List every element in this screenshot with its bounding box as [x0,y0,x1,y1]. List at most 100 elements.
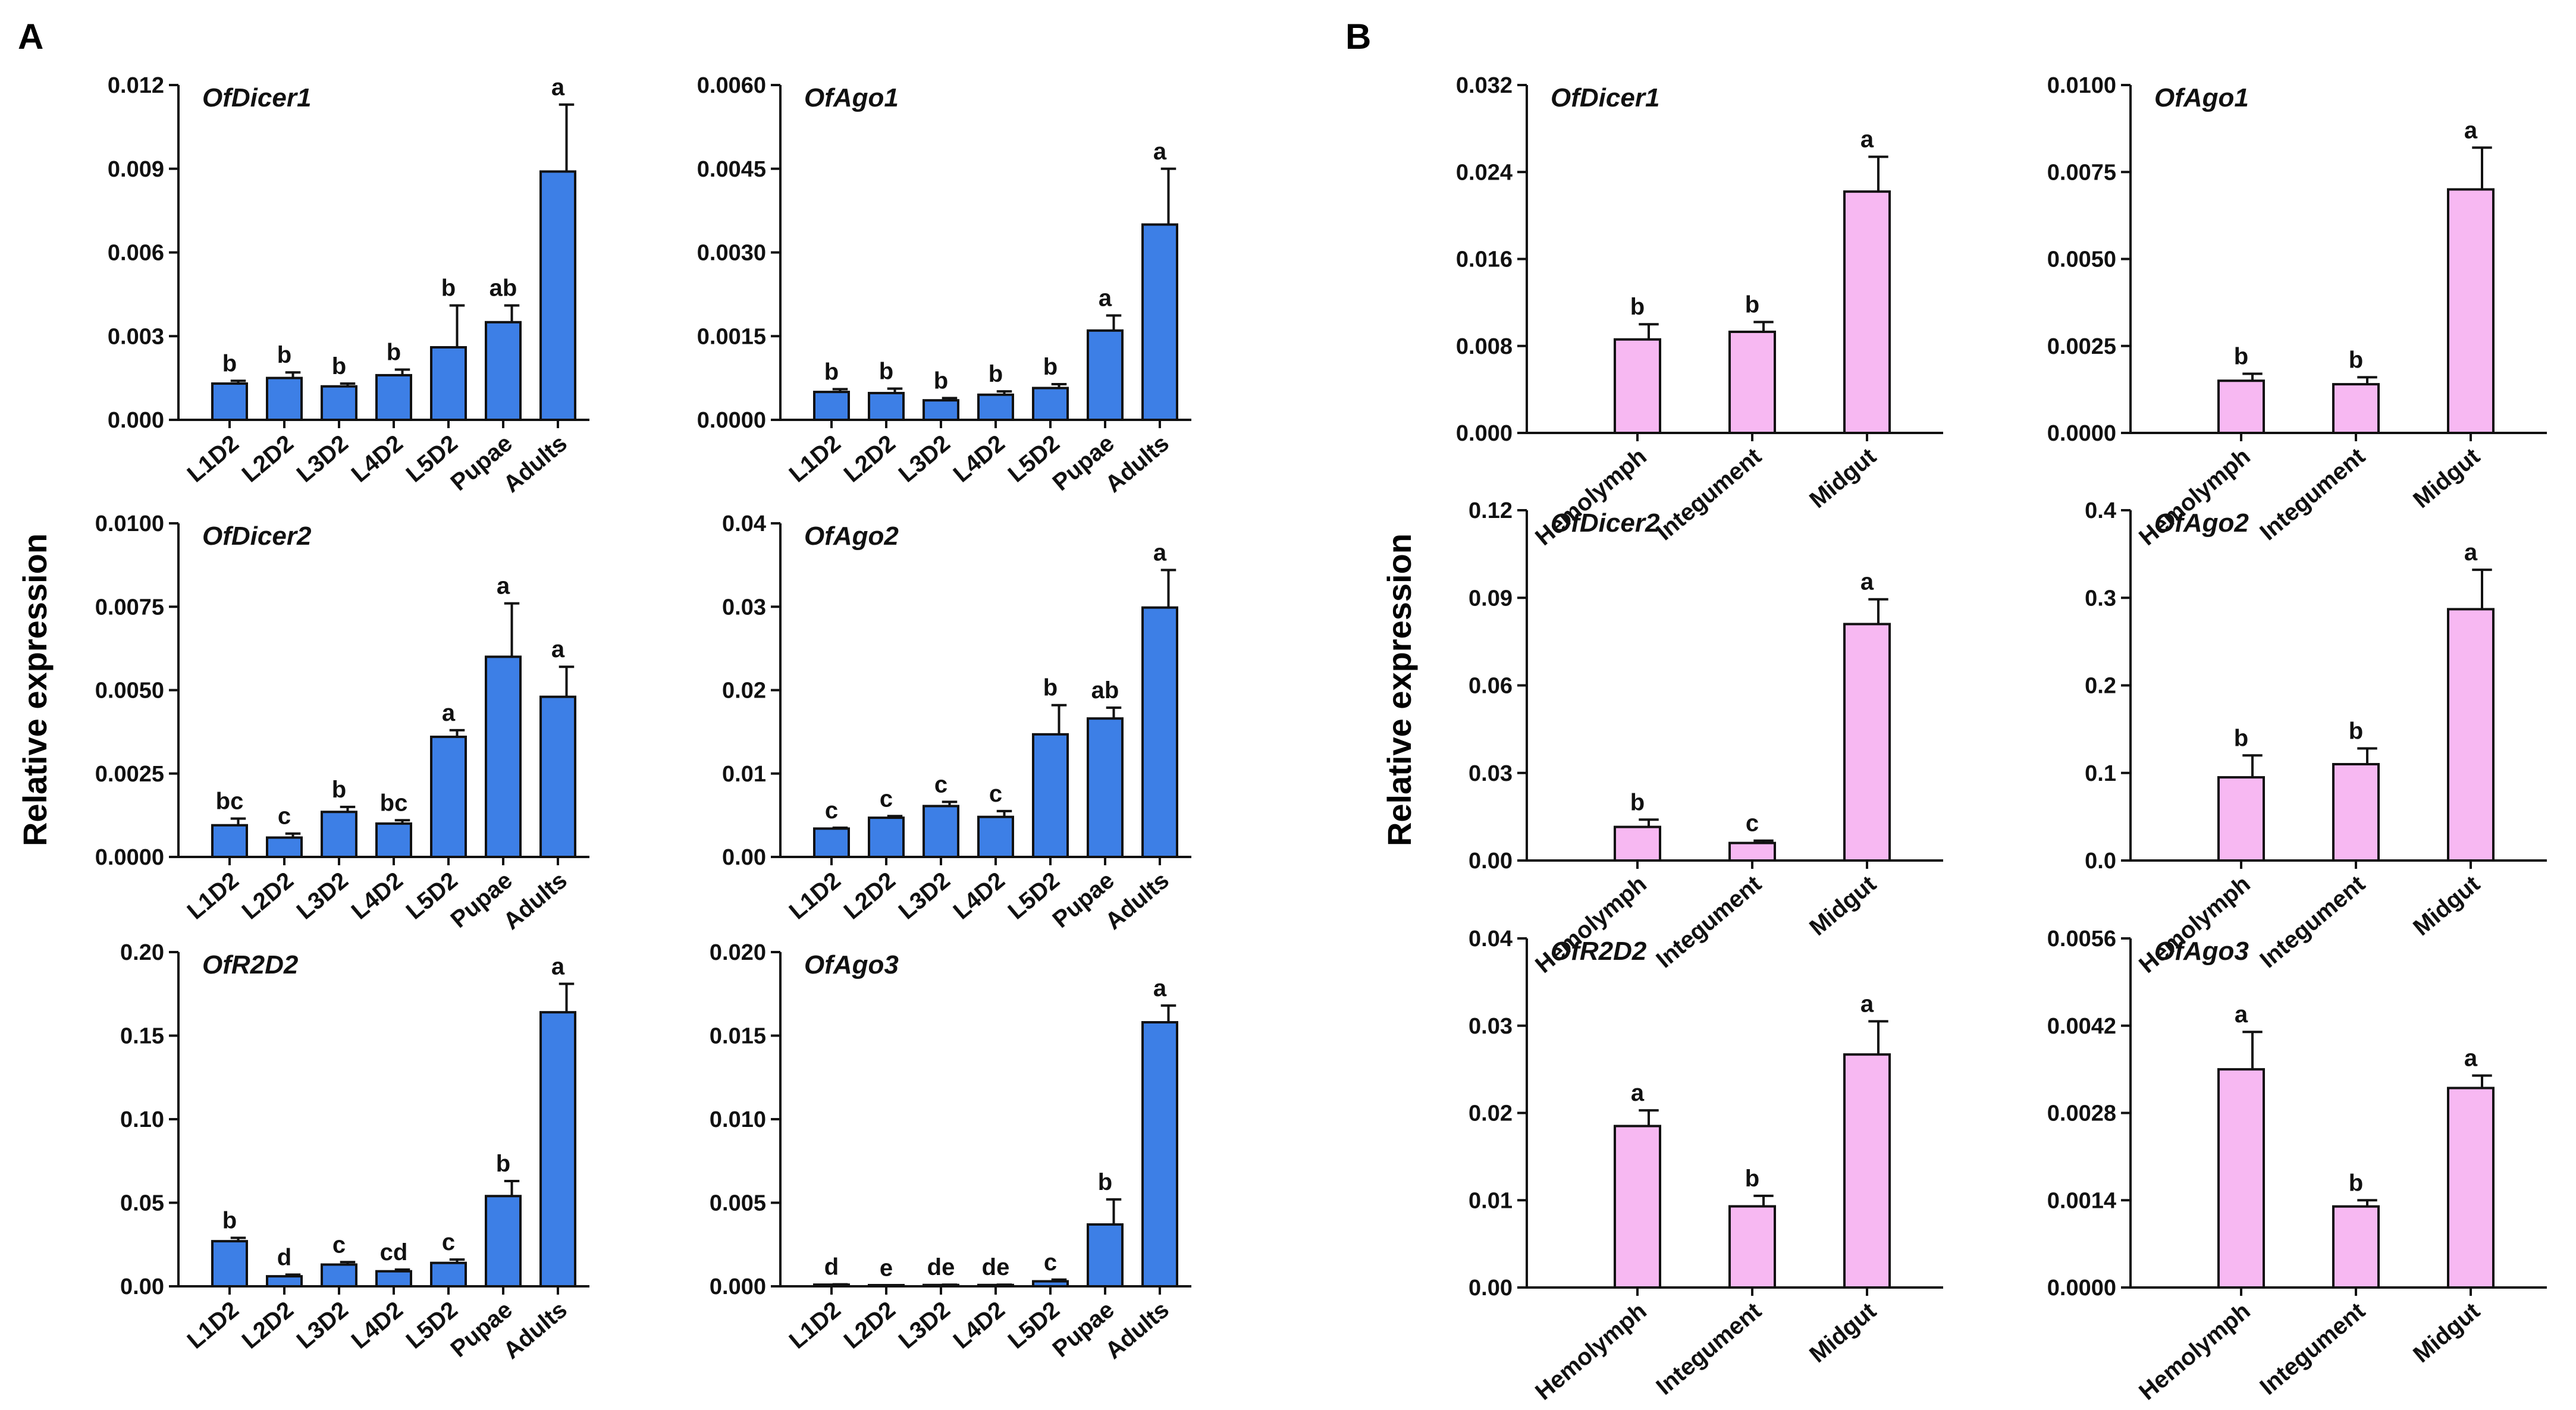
category-label: Midgut [2408,871,2485,941]
chart-title: OfDicer2 [202,522,312,551]
significance-letter: a [2235,1001,2248,1028]
significance-letter: a [1153,975,1167,1001]
significance-letter: c [278,803,291,830]
category-label: L2D2 [237,867,299,925]
y-tick-label: 0.2 [2085,674,2116,699]
y-tick-label: 0.04 [722,511,766,536]
y-tick-label: 0.020 [710,940,766,965]
category-label: Midgut [1805,871,1881,941]
bar [485,321,522,422]
y-tick-label: 0.03 [722,595,766,620]
significance-letter: a [2464,539,2478,566]
significance-letter: c [1044,1249,1057,1276]
y-tick-label: 0.00 [1469,1276,1513,1301]
category-label: L1D2 [183,1296,244,1354]
chart-title: OfAgo3 [804,950,899,979]
chart-a-ofago3: 0.000 0.005 0.010 0.015 0.020 OfAgo3 d L1D2 e L2D… [710,940,1191,1364]
chart-title: OfAgo2 [804,522,899,551]
y-tick-label: 0.06 [1469,674,1513,699]
bar [2447,608,2495,862]
category-label: Adults [498,867,572,935]
y-tick-label: 0.1 [2085,761,2116,786]
y-tick-label: 0.0025 [95,762,164,787]
y-tick-label: 0.0056 [2047,927,2116,951]
y-tick-label: 0.0100 [95,511,164,536]
bar [2217,776,2265,862]
bar [868,817,905,859]
y-tick-label: 0.016 [1456,247,1513,272]
category-label: L1D2 [785,867,846,925]
y-tick-label: 0.008 [1456,334,1513,359]
bar [539,170,576,421]
chart-title: OfAgo1 [2154,83,2249,112]
bar [1141,606,1178,859]
significance-letter: bc [380,790,408,816]
category-label: Integument [1651,1298,1766,1400]
significance-letter: e [880,1255,893,1281]
category-label: Integument [2255,1298,2370,1400]
bar [923,805,959,859]
bar [868,1284,905,1287]
y-tick-label: 0.20 [120,940,164,965]
chart-title: OfAgo1 [804,83,899,112]
significance-letter: c [332,1232,346,1258]
bar [1087,717,1124,859]
chart-b-ofdicer2: 0.000.030.060.090.12 OfDicer2bHemolymphcI… [1469,498,1943,978]
category-label: Hemolymph [2134,1298,2255,1405]
bar [485,655,522,859]
chart-title: OfR2D2 [1551,937,1647,966]
bar [266,376,303,421]
y-tick-label: 0.0075 [2047,160,2116,185]
chart-title: OfDicer1 [202,83,311,112]
y-tick-label: 0.0100 [2047,73,2116,98]
y-tick-label: 0.00 [120,1274,164,1299]
category-label: L3D2 [292,430,353,488]
significance-letter: b [1745,292,1759,318]
y-tick-label: 0.09 [1469,586,1513,611]
significance-letter: b [496,1151,510,1177]
category-label: Midgut [2408,443,2485,513]
bar [1728,1205,1776,1289]
significance-letter: a [1860,569,1874,595]
significance-letter: a [2464,1045,2478,1072]
significance-letter: a [1860,127,1874,153]
significance-letter: a [1153,540,1167,566]
bar [375,1270,412,1287]
significance-letter: de [982,1254,1010,1280]
bar [1614,825,1661,862]
category-label: L2D2 [237,1296,299,1354]
bar [813,391,850,421]
significance-letter: cd [380,1239,408,1265]
significance-letter: a [551,74,565,101]
category-label: L1D2 [785,430,846,488]
y-tick-label: 0.01 [722,762,766,787]
bar [923,1283,959,1287]
category-label: L1D2 [785,1296,846,1354]
significance-letter: b [332,353,346,379]
y-tick-label: 0.05 [120,1191,164,1216]
significance-letter: a [1860,991,1874,1017]
bar [1141,223,1178,421]
y-tick-label: 0.0028 [2047,1101,2116,1126]
y-tick-label: 0.0045 [697,157,766,182]
bar [211,824,248,858]
bar [2217,1068,2265,1289]
bar [2447,1086,2495,1289]
category-label: Integument [2255,443,2370,545]
bar [211,382,248,422]
significance-letter: b [2234,725,2248,751]
category-label: Integument [1651,871,1766,973]
bar [2332,1205,2380,1289]
significance-letter: a [2464,117,2478,143]
bar [1843,190,1891,434]
bar [2332,383,2380,434]
bar [1614,1125,1661,1289]
significance-letter: b [1098,1169,1112,1195]
y-tick-label: 0.00 [722,845,766,870]
significance-letter: b [1043,675,1058,701]
significance-letter: bc [216,788,244,814]
